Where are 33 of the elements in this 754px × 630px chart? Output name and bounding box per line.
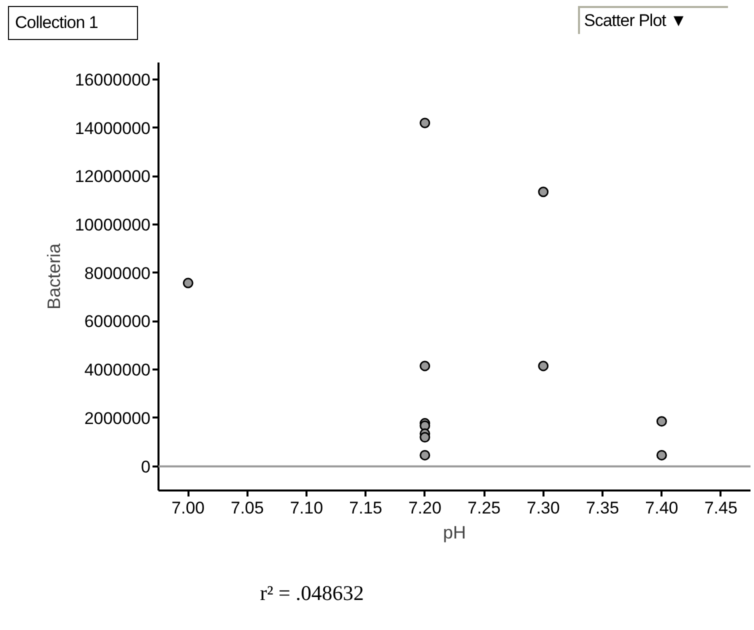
x-tick-label: 7.15	[349, 498, 382, 518]
x-tick-label: 7.45	[704, 498, 738, 518]
x-tick-label: 7.05	[230, 498, 264, 518]
y-axis-title: Bacteria	[44, 242, 64, 310]
point	[656, 416, 667, 427]
x-tick-label: 7.00	[172, 498, 205, 518]
point	[538, 186, 549, 198]
point	[420, 118, 430, 128]
x-tick-label: 7.35	[586, 498, 620, 518]
y-tick-label: 8000000	[84, 264, 151, 283]
point	[538, 360, 549, 372]
chart-title: Collection 1	[15, 12, 98, 34]
y-tick-label: 4000000	[84, 360, 151, 380]
x-tick-label: 7.25	[468, 498, 501, 518]
y-tick-label: 16000000	[74, 70, 151, 90]
x-tick-label: 7.10	[290, 498, 324, 518]
point	[420, 360, 430, 372]
y-tick-label: 10000000	[74, 216, 151, 235]
point	[182, 278, 194, 288]
point	[656, 450, 667, 460]
y-tick-label: 6000000	[84, 312, 151, 332]
x-axis-title: pH	[442, 522, 466, 542]
y-tick-label: 0	[141, 457, 151, 476]
y-tick-label: 2000000	[84, 408, 151, 428]
point	[420, 432, 430, 443]
x-tick-label: 7.20	[408, 498, 442, 518]
y-tick-label: 12000000	[74, 167, 151, 186]
x-tick-label: 7.40	[645, 498, 678, 518]
text: Scatter Plot ▼	[584, 10, 686, 32]
x-tick-label: 7.30	[526, 498, 560, 518]
point	[420, 450, 430, 460]
y-tick-label: 14000000	[74, 118, 151, 138]
text: r² = .048632	[260, 580, 364, 607]
